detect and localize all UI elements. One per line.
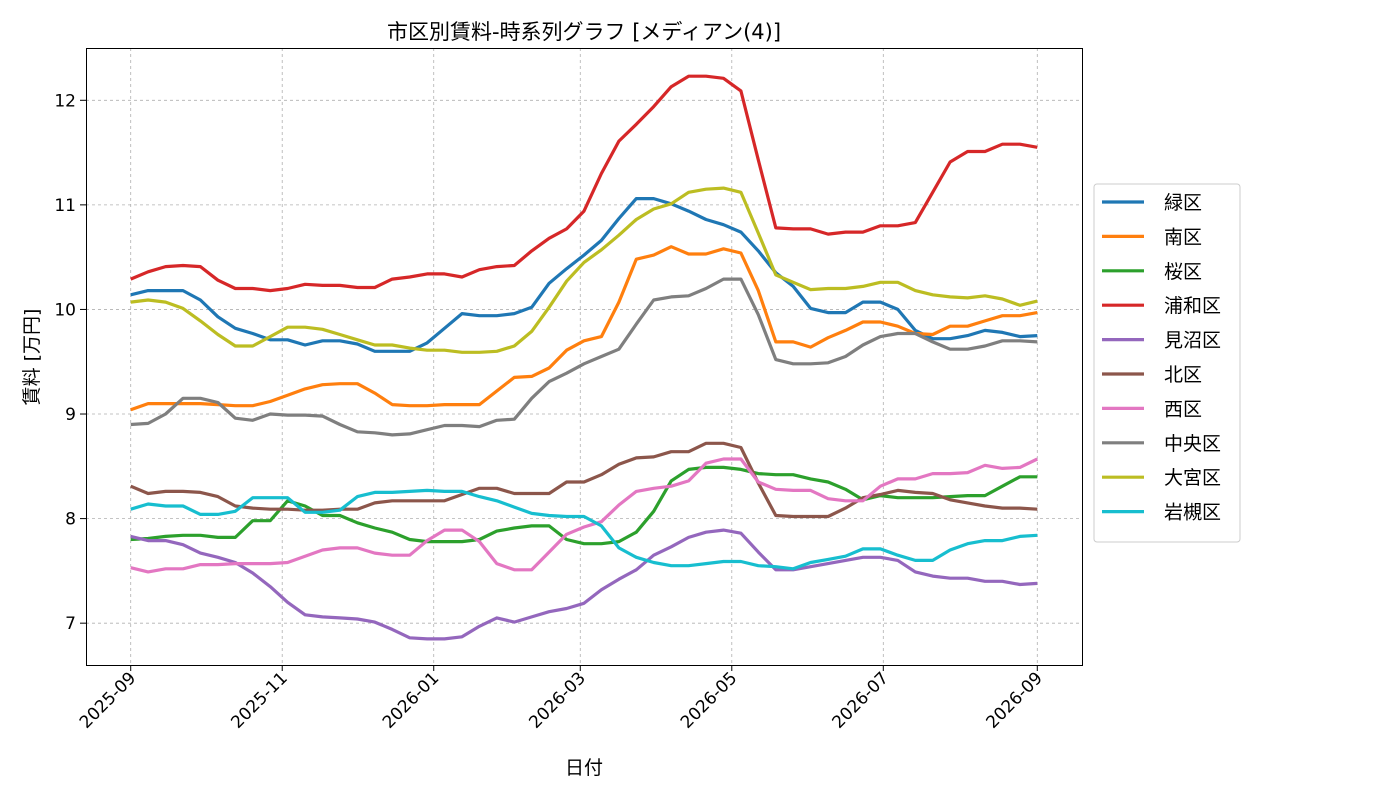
legend-label: 岩槻区 bbox=[1164, 502, 1221, 524]
series-line-6 bbox=[130, 457, 1038, 574]
y-axis: 7 8 9 10 11 12 bbox=[54, 91, 86, 634]
series-line-1 bbox=[130, 245, 1038, 412]
y-tick-label: 12 bbox=[54, 91, 76, 111]
y-tick-label: 10 bbox=[54, 300, 76, 320]
legend-label: 見沼区 bbox=[1164, 330, 1221, 352]
y-tick-label: 9 bbox=[65, 405, 76, 425]
series-line-5 bbox=[130, 441, 1038, 519]
y-tick-label: 7 bbox=[65, 614, 76, 634]
legend-box bbox=[1093, 183, 1241, 543]
series-lines bbox=[130, 74, 1038, 641]
series-line-8 bbox=[130, 186, 1038, 354]
grid bbox=[86, 48, 1082, 665]
series-line-0 bbox=[130, 197, 1038, 353]
series-line-9 bbox=[130, 488, 1038, 571]
legend-label: 桜区 bbox=[1164, 261, 1202, 283]
chart-title: 市区別賃料-時系列グラフ [メディアン(4)] bbox=[387, 20, 781, 44]
series-line-2 bbox=[130, 465, 1038, 546]
series-line-4 bbox=[130, 528, 1038, 641]
legend-label: 南区 bbox=[1164, 226, 1202, 248]
y-tick-label: 8 bbox=[65, 510, 76, 530]
series-line-7 bbox=[130, 277, 1038, 437]
series-line-3 bbox=[130, 74, 1038, 293]
y-tick-label: 11 bbox=[54, 196, 76, 216]
legend-label: 北区 bbox=[1164, 364, 1202, 386]
x-axis-label: 日付 bbox=[565, 757, 603, 779]
plot-frame bbox=[86, 48, 1083, 666]
legend-label: 中央区 bbox=[1164, 433, 1221, 455]
legend-label: 大宮区 bbox=[1164, 467, 1221, 489]
y-axis-label: 賃料 [万円] bbox=[21, 309, 43, 406]
legend-label: 浦和区 bbox=[1164, 295, 1221, 317]
legend-label: 西区 bbox=[1164, 398, 1202, 420]
legend-label: 緑区 bbox=[1164, 192, 1202, 214]
